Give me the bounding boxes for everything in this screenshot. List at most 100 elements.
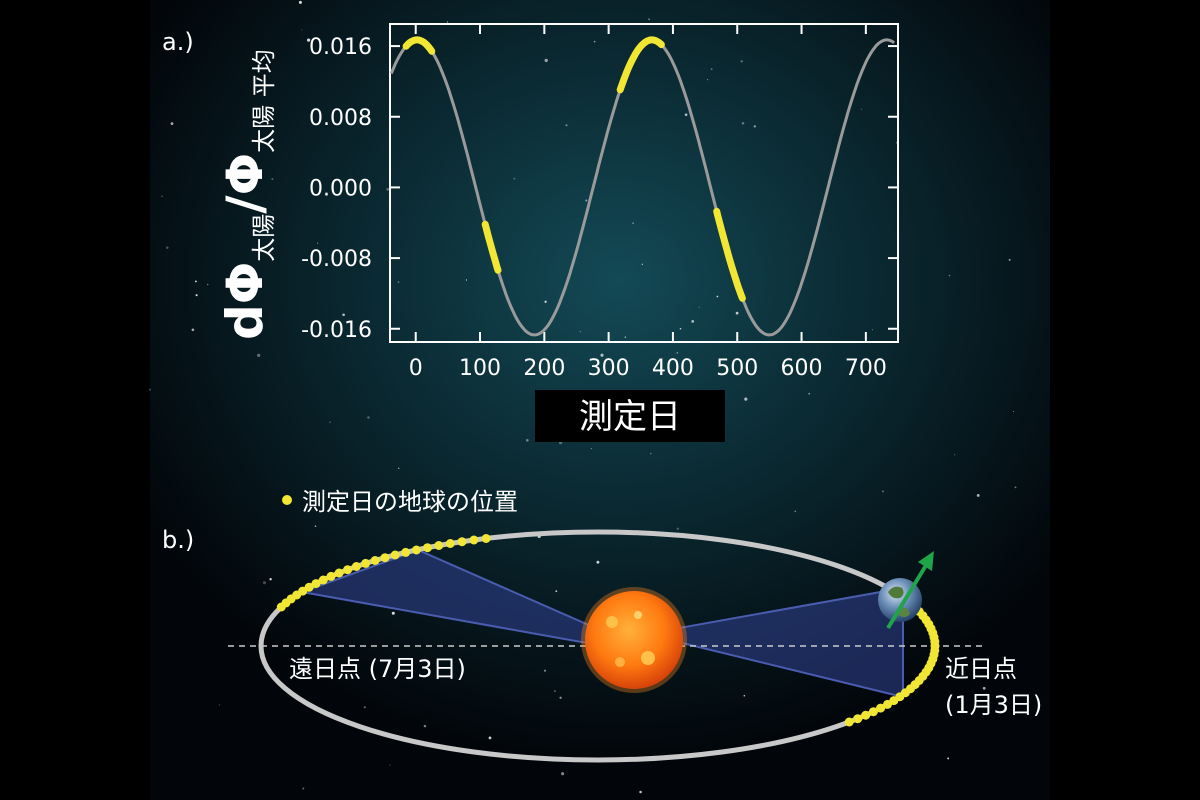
- measurement-highlights: [402, 36, 746, 302]
- x-tick-labels: 0 100 200 300 400 500 600 700: [409, 356, 887, 381]
- earth-position-dot: [370, 556, 380, 565]
- star: [684, 113, 688, 117]
- earth-position-dot: [311, 579, 321, 589]
- star: [206, 283, 209, 286]
- star: [976, 493, 980, 497]
- star: [735, 311, 739, 315]
- earth-position-dot: [304, 582, 314, 592]
- star: [257, 353, 261, 358]
- x-tick-label-2: 200: [523, 356, 565, 381]
- y-label-phi-2: Φ: [216, 153, 274, 196]
- star: [386, 188, 390, 191]
- star: [881, 490, 885, 493]
- earth-position-dot: [401, 547, 411, 557]
- star: [149, 388, 152, 391]
- star: [948, 274, 951, 277]
- y-tick-label-0: 0.016: [309, 35, 372, 60]
- star: [741, 121, 745, 125]
- earth-position-dot: [434, 541, 444, 550]
- earth-position-dot: [343, 565, 353, 575]
- star: [565, 124, 568, 127]
- highlight-segment-1: [616, 36, 665, 94]
- legend-dot: [282, 495, 292, 505]
- star: [624, 336, 626, 338]
- highlight-segment-2: [481, 220, 502, 274]
- y-tick-label-1: 0.008: [309, 106, 372, 131]
- star: [716, 295, 719, 298]
- star: [317, 242, 319, 244]
- star: [269, 577, 272, 581]
- star: [579, 331, 581, 333]
- earth-position-dot: [445, 539, 455, 548]
- earth-position-dot: [423, 543, 432, 553]
- earth-position-dot: [380, 553, 390, 563]
- earth-position-dot: [481, 534, 491, 543]
- star: [314, 525, 317, 527]
- star: [561, 772, 565, 776]
- star: [639, 790, 642, 794]
- star: [465, 279, 468, 281]
- x-tick-label-1: 100: [459, 356, 501, 381]
- svg-text:dΦ太陽/Φ太陽 平均: dΦ太陽/Φ太陽 平均: [216, 49, 278, 340]
- star: [808, 392, 810, 395]
- star: [698, 306, 700, 308]
- star: [706, 78, 709, 81]
- x-tick-label-3: 300: [588, 356, 630, 381]
- earth-position-dot: [318, 575, 328, 585]
- star: [525, 438, 529, 442]
- star: [161, 195, 163, 197]
- star: [398, 467, 400, 469]
- star: [947, 757, 950, 760]
- x-axis-label-box: [535, 390, 725, 442]
- star: [342, 313, 345, 317]
- star: [596, 560, 600, 564]
- star: [794, 510, 797, 513]
- star: [954, 454, 956, 456]
- star: [600, 353, 604, 357]
- earth-position-dot: [390, 550, 400, 560]
- star: [191, 328, 195, 332]
- star: [166, 246, 169, 250]
- star: [590, 447, 593, 450]
- star: [544, 58, 548, 63]
- y-label-phi: Φ: [216, 262, 274, 305]
- earth-position-dot: [861, 710, 871, 720]
- star: [543, 669, 547, 672]
- earth-position-dot: [883, 699, 892, 709]
- star: [329, 421, 331, 424]
- star: [1012, 411, 1015, 413]
- star: [555, 590, 558, 593]
- y-tick-label-2: 0.000: [309, 176, 372, 201]
- y-label-sub-sun: 太陽: [250, 214, 278, 262]
- highlight-segment-3: [713, 207, 746, 302]
- plot-area: [389, 23, 899, 343]
- earth-position-dot: [853, 714, 863, 724]
- star: [271, 178, 274, 181]
- star: [389, 764, 391, 766]
- y-tick-labels: 0.016 0.008 0.000 -0.008 -0.016: [301, 35, 372, 343]
- x-tick-label-5: 500: [716, 356, 758, 381]
- perihelion-label: 近日点: [945, 655, 1017, 683]
- star: [423, 724, 427, 728]
- aphelion-label: 遠日点 (7月3日): [289, 655, 466, 683]
- right-margin: [1050, 0, 1200, 800]
- star: [391, 611, 395, 615]
- x-tick-label-0: 0: [409, 356, 423, 381]
- star: [513, 177, 516, 180]
- star: [262, 581, 267, 585]
- earth-position-dot: [844, 717, 854, 727]
- star: [710, 68, 713, 71]
- star: [195, 294, 198, 297]
- star: [544, 300, 547, 303]
- star: [676, 527, 679, 530]
- sun: [581, 587, 687, 693]
- star: [679, 327, 682, 330]
- earth-position-dot: [411, 545, 421, 555]
- star: [488, 736, 492, 740]
- axis-ticks: [390, 24, 898, 342]
- y-label-slash: /: [216, 195, 274, 214]
- star: [306, 38, 311, 42]
- star: [860, 108, 863, 111]
- star: [743, 694, 746, 697]
